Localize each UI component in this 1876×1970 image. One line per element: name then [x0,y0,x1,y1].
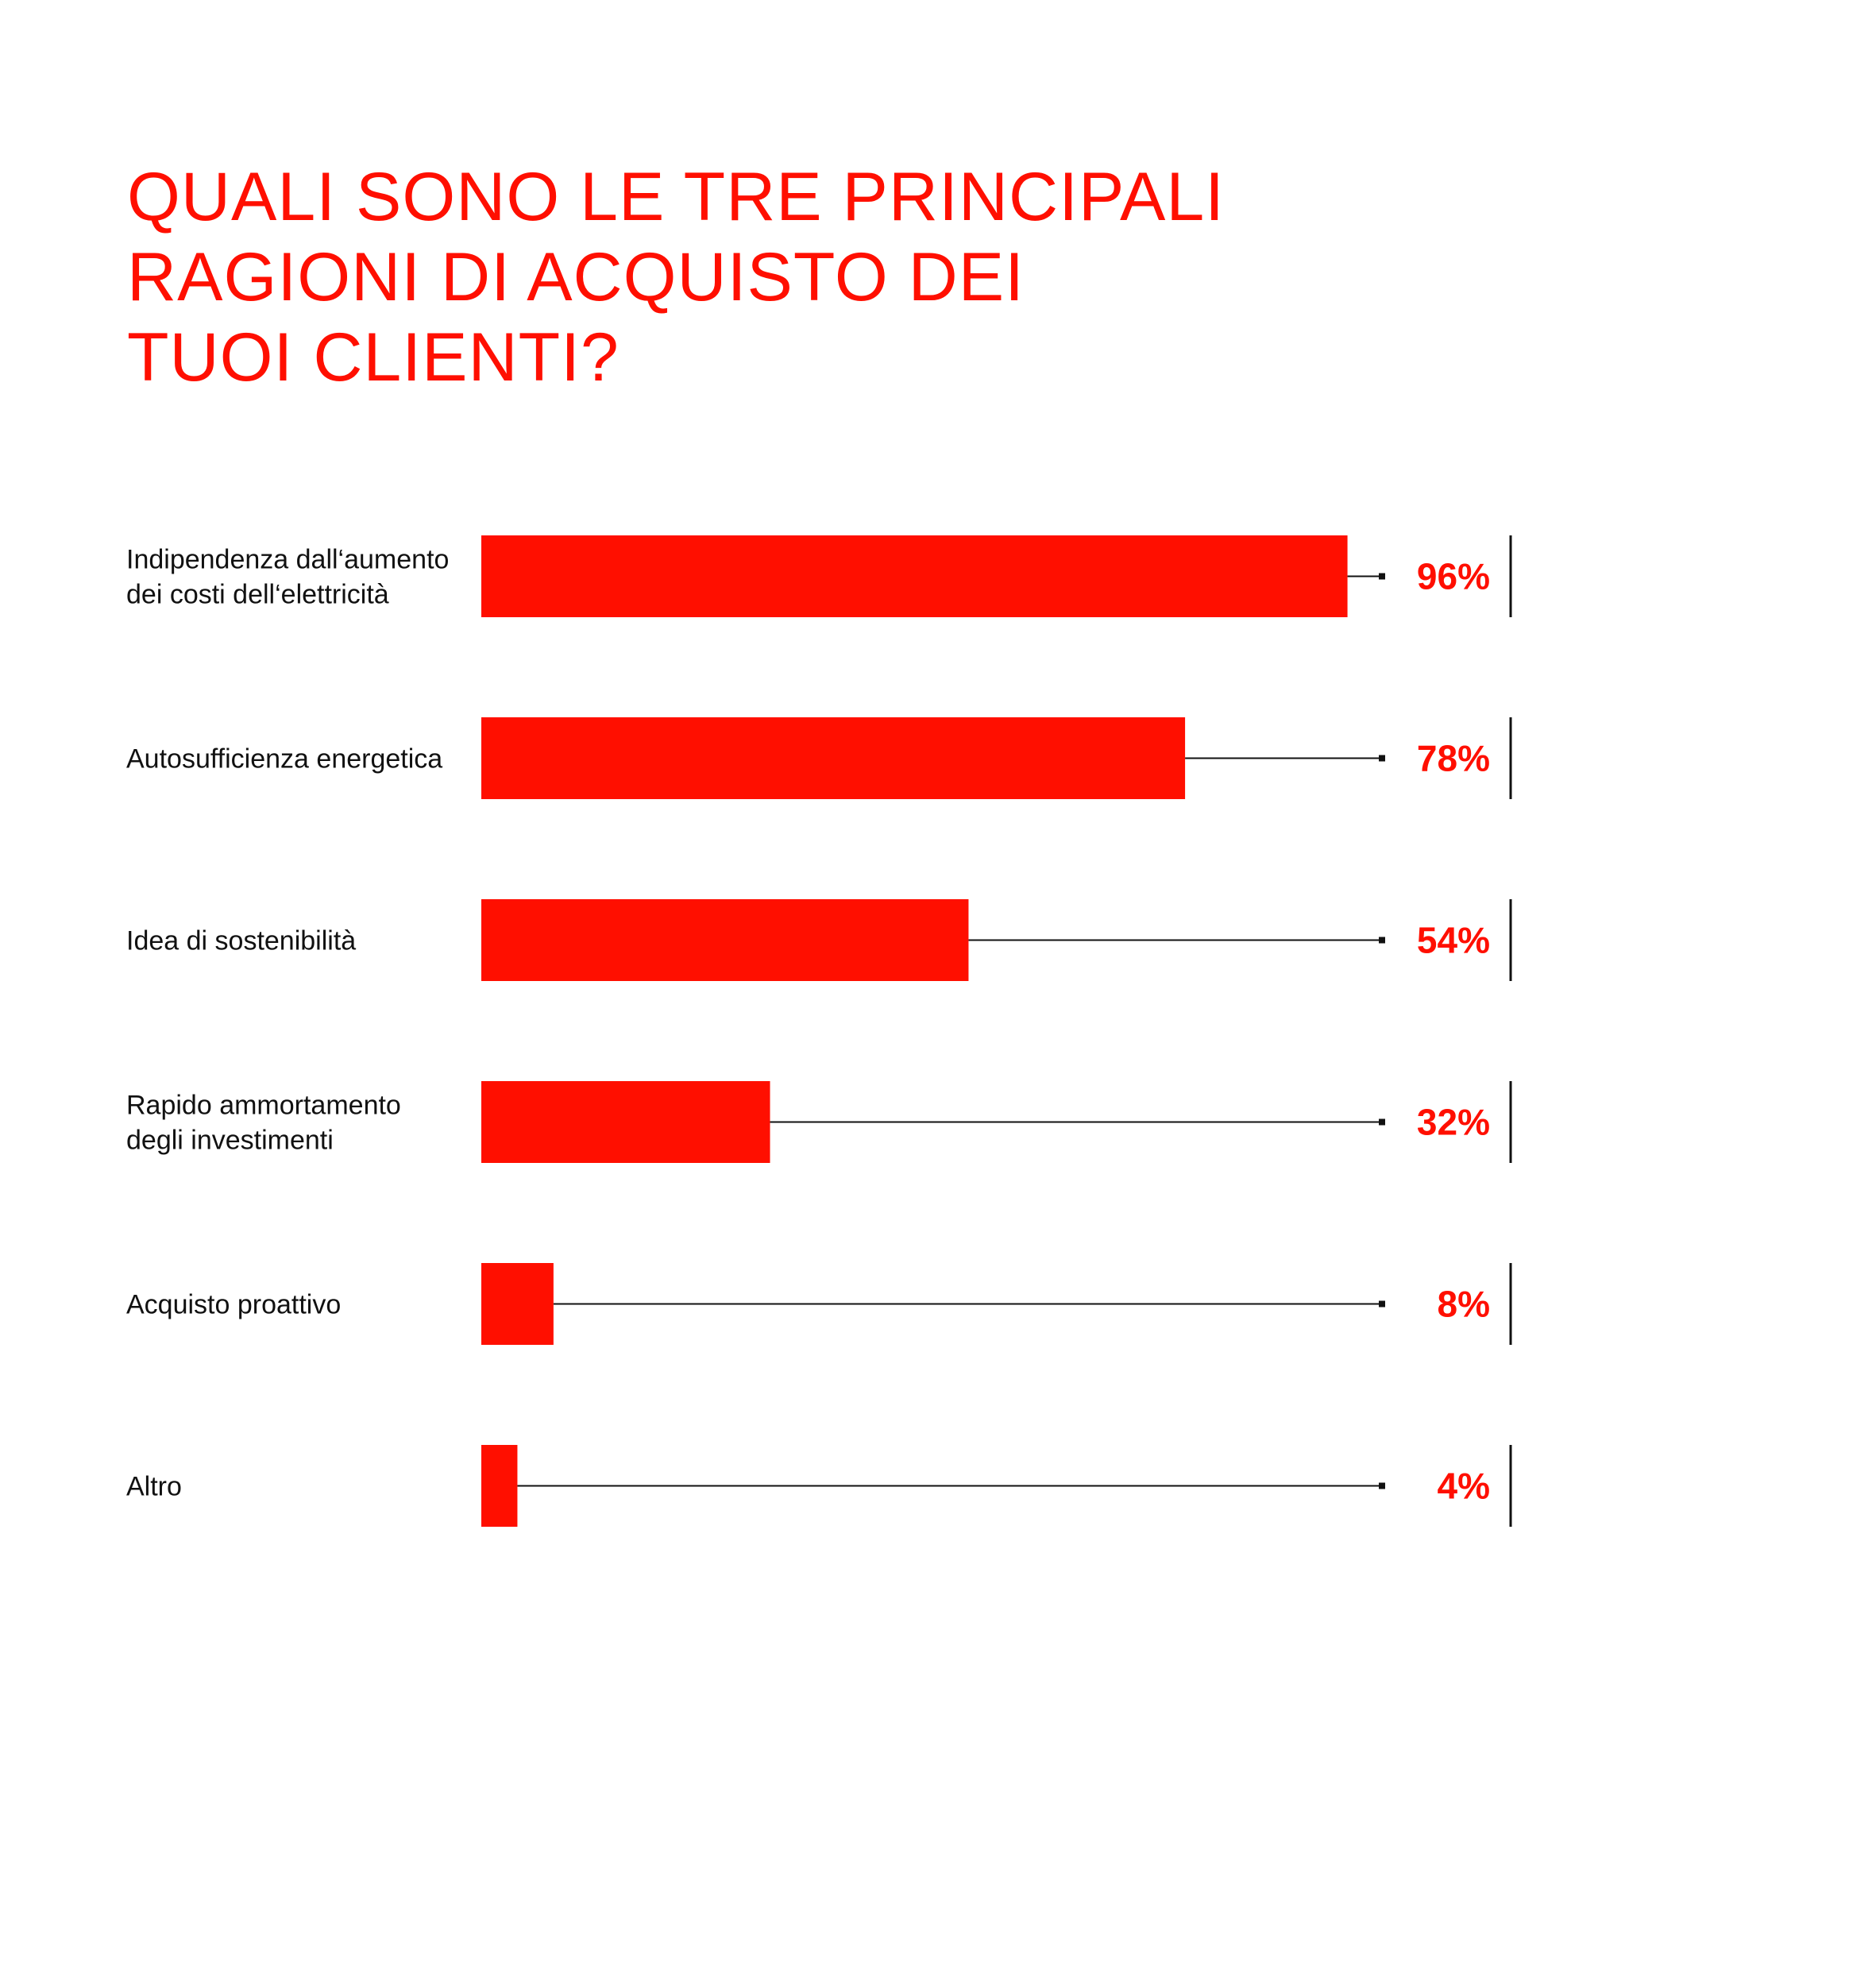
category-label: Acquisto proattivo [126,1290,341,1320]
chart-title-line: QUALI SONO LE TRE PRINCIPALI [127,159,1226,235]
chart-title: QUALI SONO LE TRE PRINCIPALI RAGIONI DI … [127,157,1225,398]
value-label: 54% [1417,920,1490,961]
bar [481,717,1186,799]
bar [481,1081,770,1163]
category-label: Autosufficienza energetica [126,744,442,774]
leader-marker [1379,937,1385,944]
leader-marker [1379,1300,1385,1308]
bar [481,899,969,981]
category-label: Altro [126,1472,182,1502]
bar [481,1445,518,1527]
leader-marker [1379,1118,1385,1126]
chart-title-line: TUOI CLIENTI? [127,319,620,396]
bar [481,1263,554,1345]
category-label: Idea di sostenibilità [126,926,356,956]
leader-marker [1379,755,1385,762]
leader-marker [1379,1482,1385,1489]
category-label: Rapido ammortamento [126,1091,401,1121]
value-label: 78% [1417,738,1490,779]
chart-title-line: RAGIONI DI ACQUISTO DEI [127,239,1025,315]
category-label: degli investimenti [126,1126,334,1156]
value-label: 8% [1438,1284,1490,1325]
value-label: 96% [1417,556,1490,597]
leader-marker [1379,573,1385,580]
value-label: 32% [1417,1102,1490,1143]
bar [481,535,1348,617]
category-label: Indipendenza dall‘aumento [126,545,449,575]
category-label: dei costi dell‘elettricità [126,580,389,610]
value-label: 4% [1438,1466,1490,1507]
